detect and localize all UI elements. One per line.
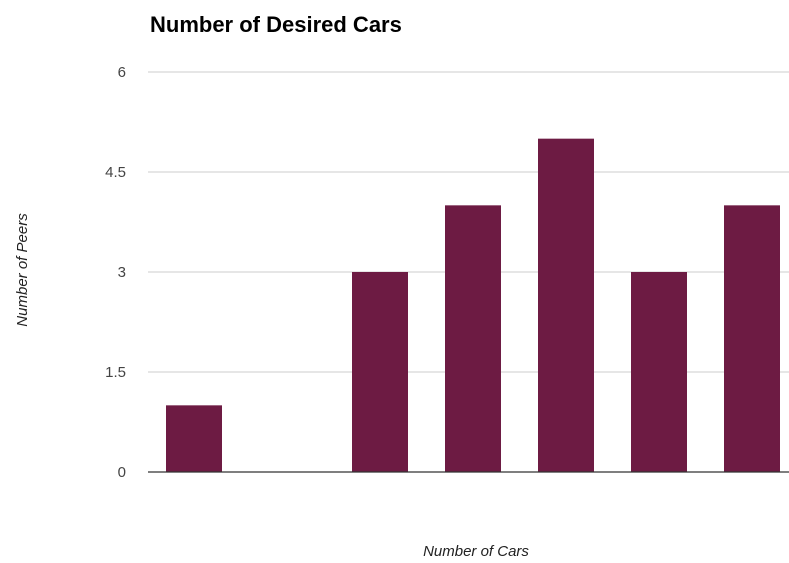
- bar: [724, 205, 780, 473]
- bar: [538, 138, 594, 472]
- bar: [631, 272, 687, 472]
- bars: [166, 138, 780, 473]
- y-tick-label: 0: [118, 464, 126, 481]
- chart-title: Number of Desired Cars: [150, 12, 402, 37]
- x-axis-label: Number of Cars: [423, 543, 529, 560]
- bar: [166, 405, 222, 472]
- y-tick-label: 1.5: [105, 364, 126, 381]
- y-tick-label: 4.5: [105, 164, 126, 181]
- y-tick-label: 6: [118, 64, 126, 81]
- y-tick-label: 3: [118, 264, 126, 281]
- y-axis-label: Number of Peers: [14, 213, 31, 327]
- bar: [445, 205, 501, 473]
- y-tick-labels: 0 1.5 3 4.5 6: [105, 64, 126, 481]
- bar: [352, 272, 408, 472]
